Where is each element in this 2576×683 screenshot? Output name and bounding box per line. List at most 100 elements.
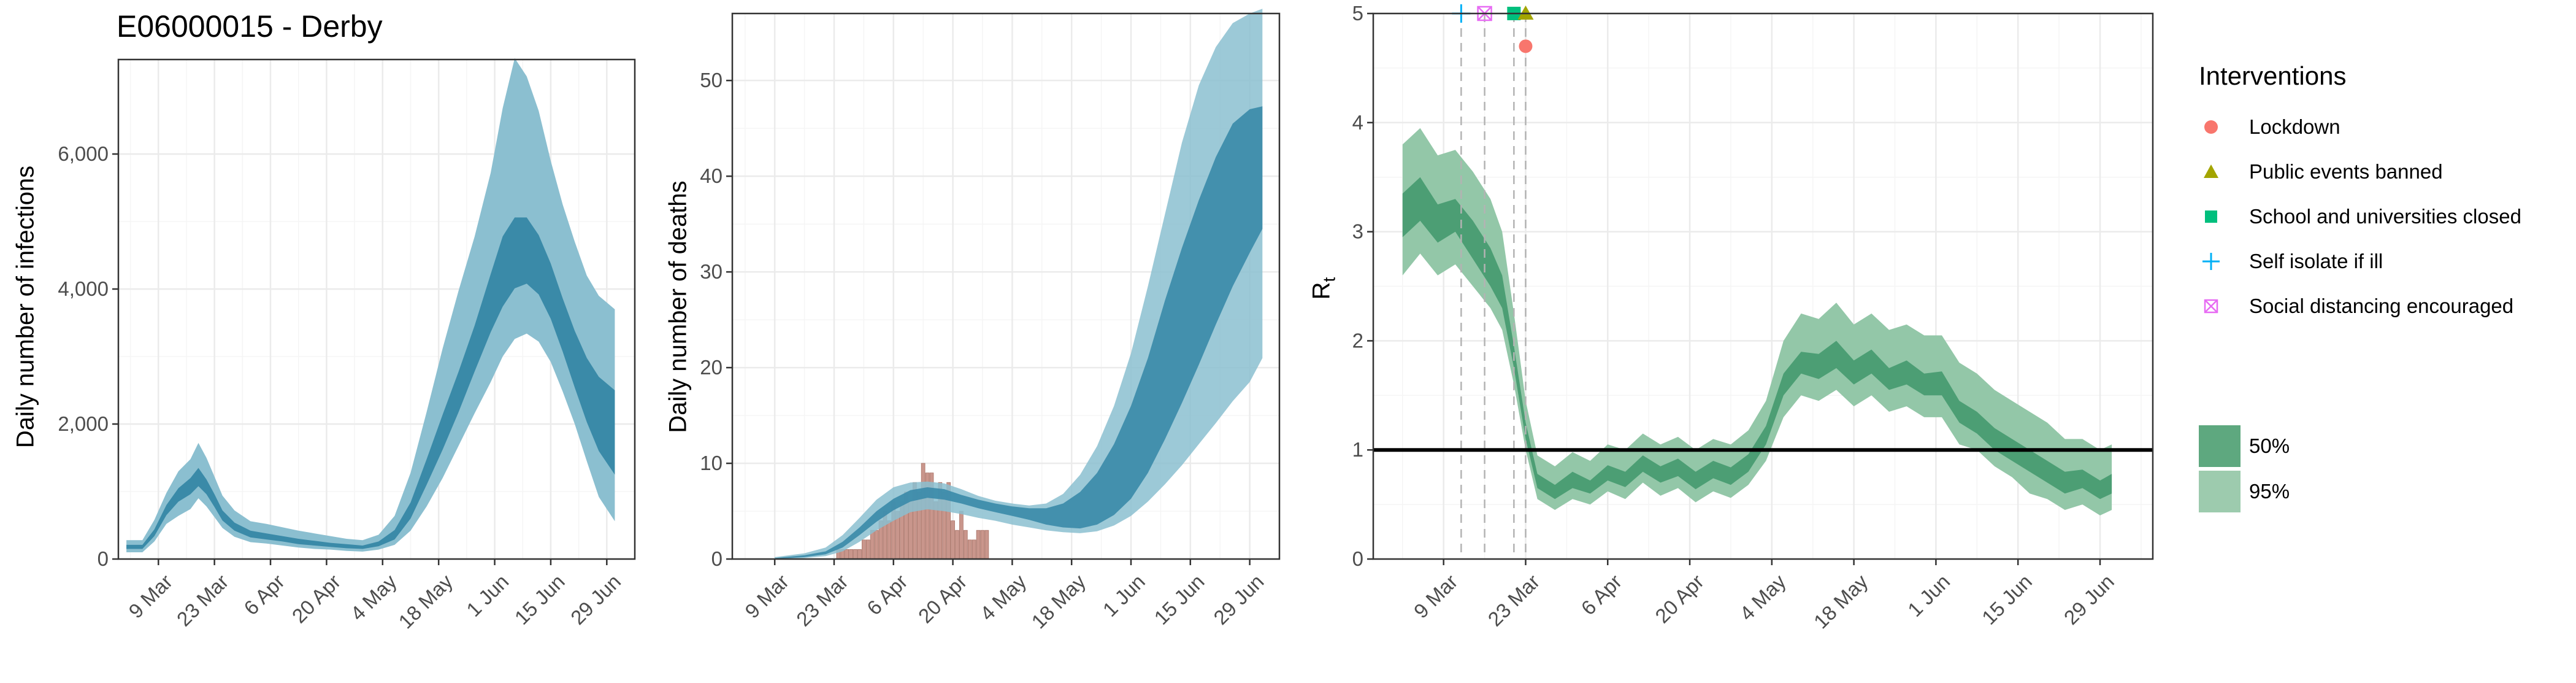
legend-label: Lockdown	[2249, 115, 2340, 138]
deaths-y-axis-label: Daily number of deaths	[664, 180, 692, 433]
death-bar	[865, 539, 870, 560]
x-tick-label: 29 Jun	[2060, 570, 2118, 629]
y-tick-label: 2,000	[58, 412, 109, 435]
x-tick-label: 1 Jun	[1903, 570, 1954, 621]
swatch-50	[2199, 425, 2241, 467]
legend-label: Public events banned	[2249, 160, 2443, 183]
y-tick-label: 30	[700, 260, 723, 283]
rt-panel: 0 1 2 3 4 5 9 Mar 23 Mar 6 Apr 20 Apr 4 May 18 May 1…	[1352, 2, 2154, 633]
x-tick-label: 9 Mar	[124, 570, 177, 623]
plot-border	[117, 58, 636, 560]
x-tick-label: 9 Mar	[1409, 570, 1462, 623]
death-bar	[845, 549, 849, 560]
x-tick-label: 23 Mar	[172, 570, 233, 631]
death-bar	[870, 530, 875, 560]
y-tick-label: 4	[1352, 111, 1363, 134]
lockdown-marker	[1519, 39, 1533, 53]
y-tick-label: 20	[700, 356, 723, 379]
x-tick-label: 15 Jun	[510, 570, 569, 629]
x-tick-label: 15 Jun	[1977, 570, 2036, 629]
x-tick-label: 4 May	[346, 569, 401, 625]
legend-label: School and universities closed	[2249, 204, 2521, 228]
legend-item-50: 50%	[2199, 423, 2290, 469]
x-tick-label: 6 Apr	[239, 570, 289, 620]
legend-item-lockdown: Lockdown	[2199, 104, 2567, 149]
boxed-x-icon	[2199, 294, 2223, 318]
death-bar	[972, 539, 976, 560]
x-tick-label: 23 Mar	[1484, 570, 1544, 631]
y-tick-label: 10	[700, 452, 723, 474]
ci50-band	[1402, 177, 2112, 500]
triangle-icon	[2199, 160, 2223, 184]
square-icon	[2199, 204, 2223, 229]
death-bar	[967, 539, 972, 560]
x-tick-label: 9 Mar	[740, 570, 793, 623]
legend-label: Social distancing encouraged	[2249, 294, 2514, 317]
y-tick-label: 3	[1352, 220, 1363, 243]
death-bar	[955, 530, 959, 560]
x-tick-label: 20 Apr	[288, 570, 345, 628]
x-tick-label: 1 Jun	[462, 570, 513, 621]
death-bar	[921, 463, 926, 560]
rt-y-axis-label: Rt	[1308, 277, 1340, 300]
death-bar	[857, 549, 862, 560]
death-bar	[959, 511, 964, 560]
y-tick-label: 0	[711, 547, 723, 570]
chart-title: E06000015 - Derby	[117, 9, 383, 44]
death-bar	[887, 520, 892, 560]
rt-y-axis-label-main: R	[1308, 282, 1335, 300]
y-tick-label: 6,000	[58, 142, 109, 165]
ci50-band	[126, 217, 615, 549]
ci50-band	[775, 106, 1263, 560]
legend-item-schools-closed: School and universities closed	[2199, 194, 2567, 239]
public-events-marker	[1517, 6, 1534, 20]
legend-label: 95%	[2249, 480, 2290, 503]
infections-y-axis-label: Daily number of infections	[12, 165, 39, 449]
x-tick-label: 20 Apr	[1650, 570, 1708, 628]
death-bar	[984, 530, 989, 560]
legend-title: Interventions	[2199, 61, 2347, 90]
x-tick-label: 18 May	[1809, 569, 1873, 633]
plot-border	[1372, 12, 2154, 560]
plot-border	[731, 12, 1281, 560]
interval-legend: 50% 95%	[2199, 423, 2290, 514]
x-tick-label: 29 Jun	[566, 570, 625, 629]
y-tick-label: 50	[700, 69, 723, 91]
legend-item-95: 95%	[2199, 469, 2290, 514]
death-bar	[963, 530, 968, 560]
x-tick-label: 4 May	[1735, 569, 1790, 625]
y-tick-label: 4,000	[58, 277, 109, 300]
legend-item-social-distancing: Social distancing encouraged	[2199, 284, 2567, 328]
legend-item-public-events-banned: Public events banned	[2199, 149, 2567, 194]
x-tick-label: 15 Jun	[1149, 570, 1208, 629]
y-tick-label: 5	[1352, 2, 1363, 25]
y-tick-label: 0	[1352, 547, 1363, 570]
y-tick-label: 1	[1352, 438, 1363, 461]
x-tick-label: 4 May	[976, 569, 1031, 625]
y-tick-label: 2	[1352, 329, 1363, 352]
circle-icon	[2199, 115, 2223, 139]
y-tick-label: 40	[700, 164, 723, 187]
death-bar	[862, 539, 866, 560]
swatch-95	[2199, 471, 2241, 512]
legend-item-self-isolate: Self isolate if ill	[2199, 239, 2567, 284]
death-bar	[980, 530, 985, 560]
death-bar	[874, 530, 879, 560]
death-bar	[853, 549, 857, 560]
legend-label: Self isolate if ill	[2249, 249, 2383, 272]
plus-icon	[2199, 249, 2223, 274]
interventions-legend: Interventions Lockdown Public events ban…	[2199, 61, 2567, 328]
death-bar	[951, 520, 955, 560]
ci95-band	[126, 58, 615, 553]
x-tick-label: 18 May	[1027, 569, 1090, 633]
y-tick-label: 0	[98, 547, 109, 570]
x-tick-label: 1 Jun	[1098, 570, 1149, 621]
death-bar	[976, 530, 981, 560]
death-bar	[849, 549, 853, 560]
x-tick-label: 18 May	[394, 569, 457, 633]
rt-y-axis-label-subscript: t	[1319, 277, 1339, 282]
legend-label: 50%	[2249, 434, 2290, 457]
